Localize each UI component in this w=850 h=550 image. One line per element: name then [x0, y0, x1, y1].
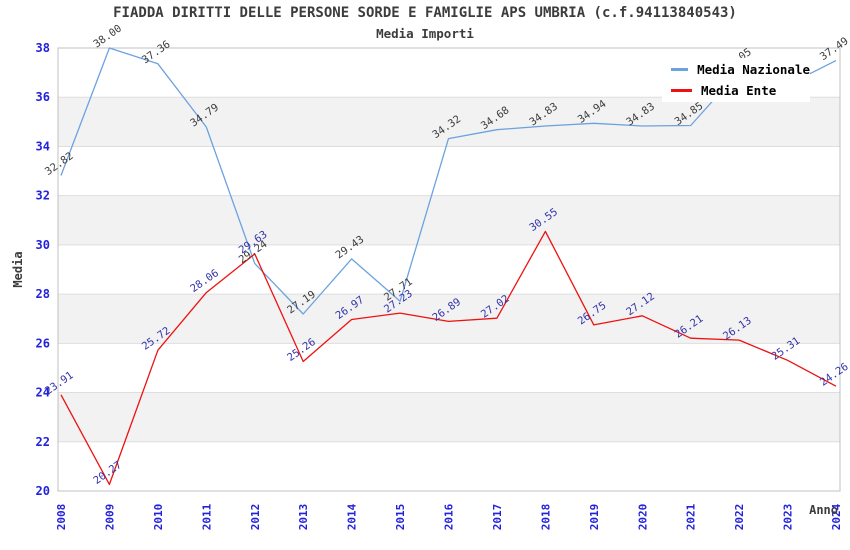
y-tick-label: 34: [36, 139, 50, 153]
y-tick-label: 28: [36, 287, 50, 301]
data-label: 37.49: [818, 35, 850, 63]
chart-title: FIADDA DIRITTI DELLE PERSONE SORDE E FAM…: [113, 5, 737, 21]
y-tick-label: 24: [36, 386, 50, 400]
x-tick-label: 2015: [394, 504, 407, 531]
legend-label-nazionale: Media Nazionale: [697, 62, 810, 78]
x-tick-label: 2021: [685, 503, 698, 530]
x-tick-label: 2017: [491, 504, 504, 531]
x-tick-label: 2010: [152, 504, 165, 531]
x-tick-label: 2024: [830, 503, 843, 530]
x-tick-label: 2012: [249, 504, 262, 531]
x-tick-label: 2013: [297, 504, 310, 531]
x-tick-label: 2019: [588, 504, 601, 531]
x-tick-label: 2008: [55, 504, 68, 531]
x-tick-label: 2016: [443, 503, 456, 530]
y-tick-label: 36: [36, 90, 50, 104]
y-tick-label: 38: [36, 41, 50, 55]
x-axis-title: Anno: [809, 503, 838, 517]
legend-line-swatch-ente: [671, 88, 692, 92]
x-tick-label: 2009: [103, 504, 116, 531]
series-line-media-ente: [60, 230, 837, 486]
data-label: 32.82: [43, 150, 76, 178]
data-label: 20.27: [91, 459, 124, 487]
x-tick-label: 2022: [733, 504, 746, 531]
series-line-media-nazionale: [60, 47, 837, 315]
plot-frame: [57, 47, 841, 492]
data-label: 38.00: [91, 23, 124, 51]
y-tick-label: 20: [36, 484, 50, 498]
plot-band: [58, 195, 840, 245]
y-tick-label: 32: [36, 189, 50, 203]
plot-band: [58, 392, 840, 442]
x-tick-label: 2023: [782, 504, 795, 531]
legend-item-media-nazionale: Media Nazionale: [662, 61, 810, 79]
legend-line-swatch-nazionale: [671, 68, 689, 72]
x-tick-label: 2020: [636, 504, 649, 531]
x-tick-label: 2018: [539, 504, 552, 531]
y-tick-label: 26: [36, 336, 50, 350]
x-tick-label: 2014: [346, 503, 359, 530]
data-label: 28.06: [188, 267, 221, 295]
x-tick-label: 2011: [200, 503, 213, 530]
legend-item-media-ente: Media Ente: [662, 81, 810, 99]
chart-subtitle: Media Importi: [376, 26, 474, 41]
legend-label-ente: Media Ente: [701, 82, 777, 98]
y-tick-label: 22: [36, 435, 50, 449]
y-axis-title: Media: [11, 251, 25, 287]
legend: Media Nazionale Media Ente: [662, 58, 810, 102]
y-tick-label: 30: [36, 238, 50, 252]
data-label: 37.36: [140, 38, 173, 66]
plot-band: [58, 294, 840, 344]
